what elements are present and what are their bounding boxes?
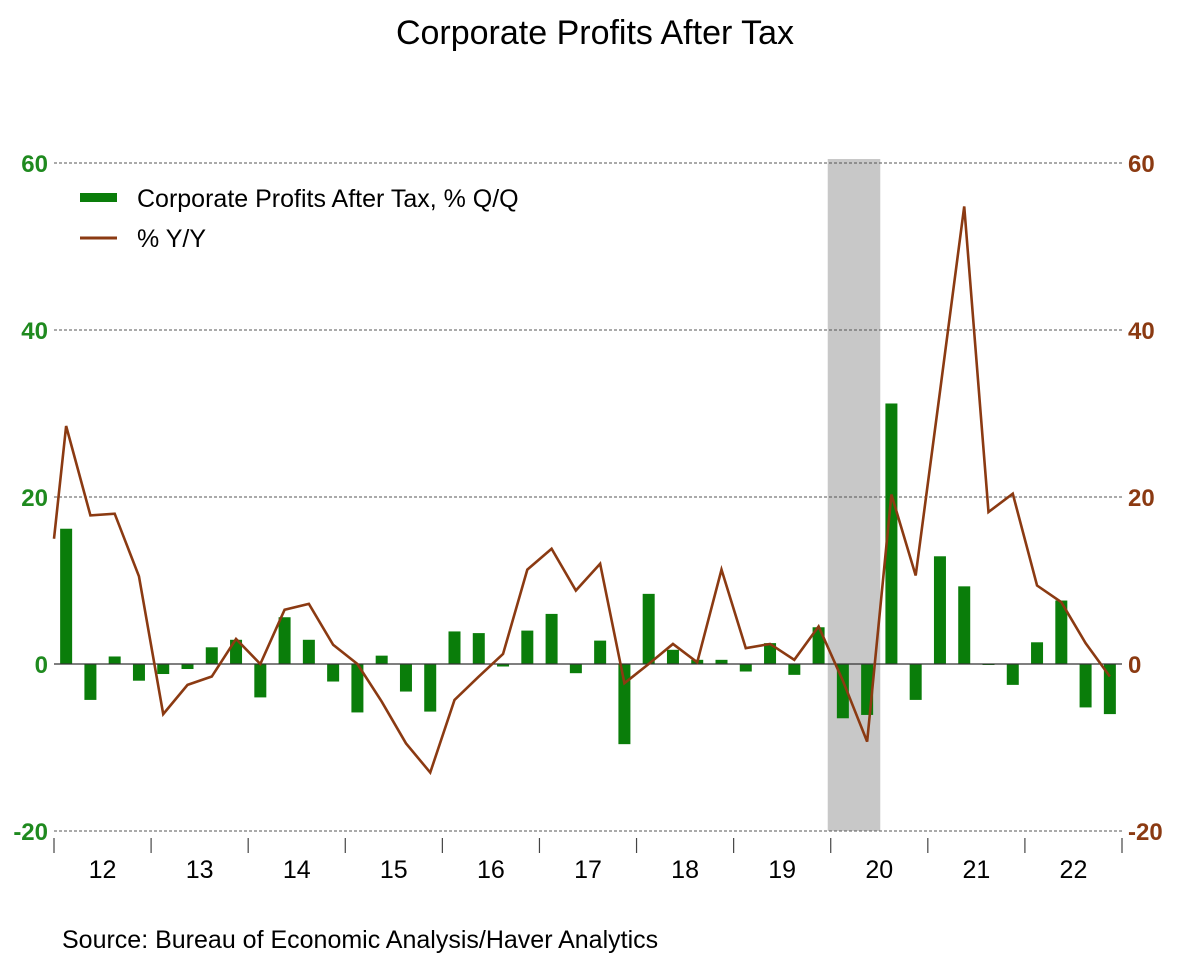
bar — [569, 664, 582, 674]
bars-series — [60, 403, 1116, 745]
y-axis-right: 60 40 20 0 -20 — [1128, 151, 1163, 846]
bar — [1006, 664, 1019, 685]
bar — [958, 586, 971, 664]
legend: Corporate Profits After Tax, % Q/Q % Y/Y — [80, 185, 519, 253]
x-tick-label: 22 — [1060, 856, 1088, 884]
y-tick-label-right: 0 — [1128, 652, 1141, 679]
source-note: Source: Bureau of Economic Analysis/Have… — [62, 926, 659, 954]
bar — [1031, 642, 1044, 664]
bar — [885, 403, 898, 664]
bar — [448, 631, 461, 664]
y-tick-label-right: 60 — [1128, 151, 1155, 178]
bar — [836, 664, 849, 719]
y-tick-label-left: 40 — [21, 318, 48, 345]
bar — [545, 613, 558, 664]
bar — [933, 556, 946, 664]
bar — [254, 664, 267, 698]
bar — [521, 630, 534, 664]
legend-label-line: % Y/Y — [137, 225, 206, 253]
bar — [739, 664, 752, 672]
yoy-line — [52, 206, 1111, 776]
bar — [764, 643, 777, 664]
bar — [205, 647, 218, 664]
bar — [715, 659, 728, 664]
bar — [1103, 664, 1116, 715]
bar — [812, 627, 825, 664]
bar — [399, 664, 412, 692]
bar — [60, 528, 73, 664]
x-tick-label: 17 — [574, 856, 602, 884]
x-tick-label: 20 — [865, 856, 893, 884]
y-tick-label-right: 40 — [1128, 318, 1155, 345]
bar — [424, 664, 437, 712]
bar — [181, 664, 194, 670]
y-tick-label-right: -20 — [1128, 819, 1163, 846]
x-tick-label: 16 — [477, 856, 505, 884]
bar — [157, 664, 170, 675]
bar — [1055, 600, 1068, 664]
chart-title: Corporate Profits After Tax — [395, 14, 795, 52]
gridlines — [54, 162, 1122, 832]
recession-shading-layer — [827, 159, 881, 831]
bar — [909, 664, 922, 700]
bar — [1079, 664, 1092, 708]
bar — [351, 664, 364, 713]
line-series — [52, 206, 1111, 776]
y-tick-label-left: 20 — [21, 485, 48, 512]
bar — [472, 633, 485, 664]
x-tick-label: 15 — [380, 856, 408, 884]
legend-label-bars: Corporate Profits After Tax, % Q/Q — [137, 185, 519, 213]
bar — [594, 640, 607, 664]
bar — [375, 655, 388, 664]
bar — [278, 617, 291, 664]
recession-band — [827, 159, 881, 831]
x-tick-label: 12 — [89, 856, 117, 884]
y-tick-label-left: -20 — [13, 819, 48, 846]
bar — [788, 664, 801, 675]
bar — [618, 664, 631, 745]
bar — [84, 664, 97, 700]
bar — [327, 664, 340, 682]
x-tick-label: 18 — [671, 856, 699, 884]
bar — [497, 664, 510, 667]
legend-swatch-bars — [80, 193, 117, 202]
bar — [302, 639, 315, 664]
y-axis-left: 60 40 20 0 -20 — [13, 151, 48, 846]
x-tick-label: 21 — [962, 856, 990, 884]
bar — [666, 649, 679, 664]
bar — [642, 593, 655, 664]
y-tick-label-left: 60 — [21, 151, 48, 178]
bar — [132, 664, 145, 681]
y-tick-label-right: 20 — [1128, 485, 1155, 512]
x-tick-label: 13 — [186, 856, 214, 884]
x-tick-label: 19 — [768, 856, 796, 884]
x-tick-label: 14 — [283, 856, 311, 884]
x-axis: 12 13 14 15 16 17 18 19 20 21 22 — [53, 838, 1123, 884]
bar — [108, 656, 121, 664]
y-tick-label-left: 0 — [35, 652, 48, 679]
